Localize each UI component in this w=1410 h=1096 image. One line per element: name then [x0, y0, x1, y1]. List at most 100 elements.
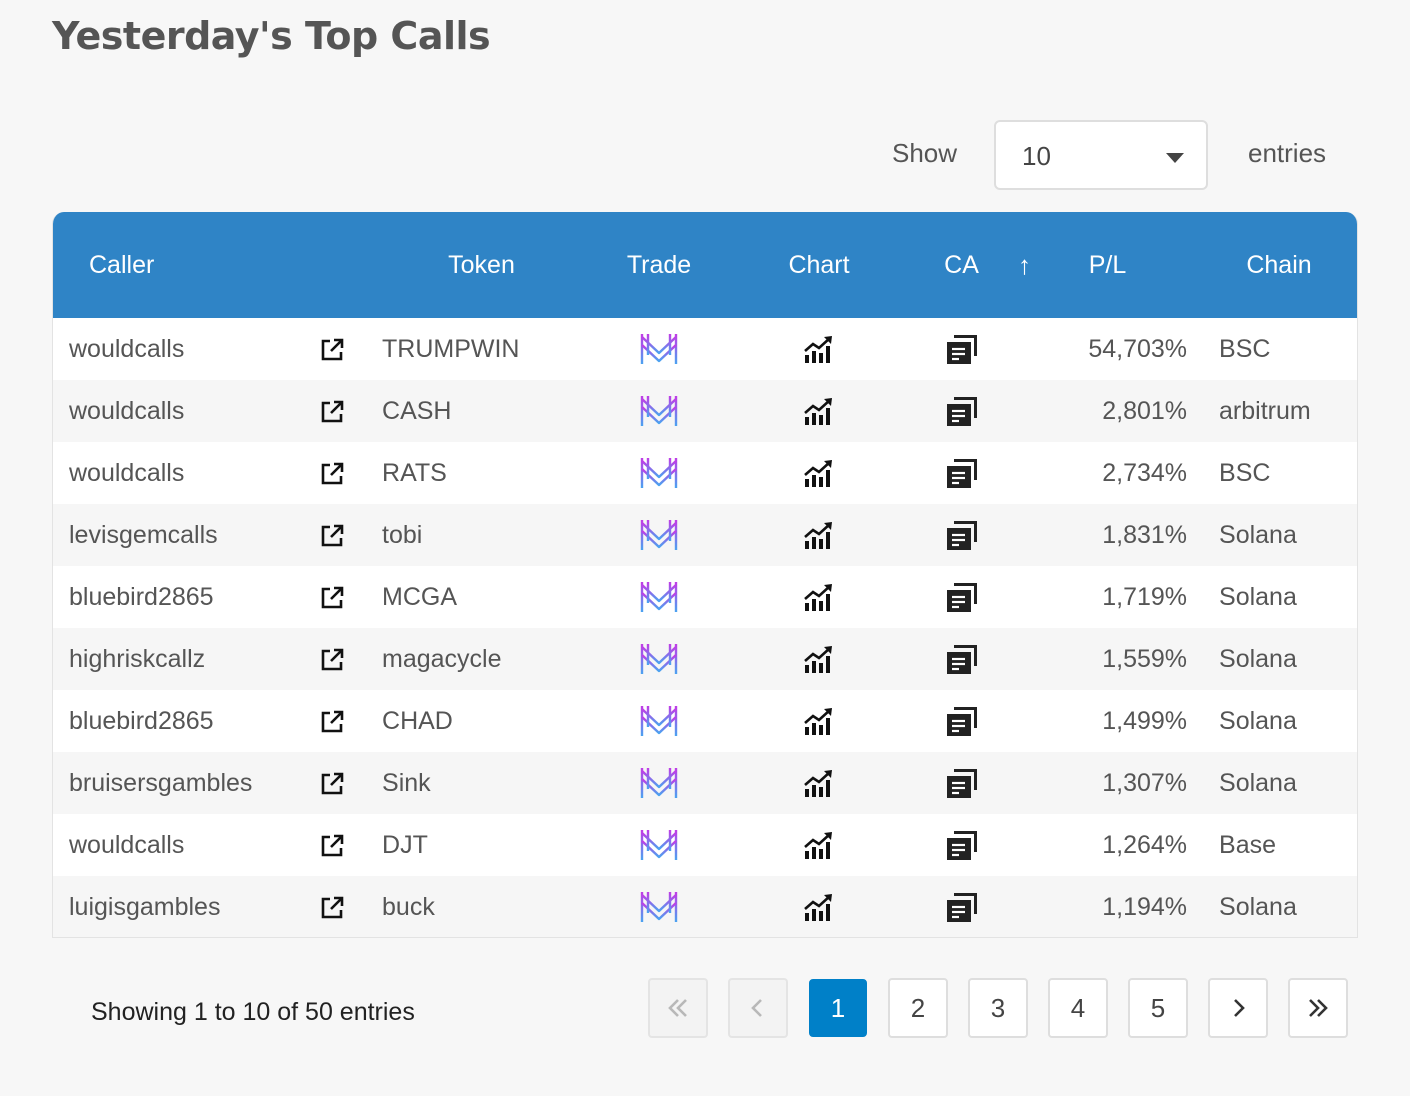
copy-icon[interactable]: [945, 333, 979, 365]
copy-icon[interactable]: [945, 519, 979, 551]
page-button-1[interactable]: 1: [809, 979, 867, 1037]
column-header-trade[interactable]: Trade: [626, 250, 692, 279]
caller-link-cell: [290, 380, 374, 442]
chart-cell: [729, 752, 909, 814]
chevron-double-left-icon: [668, 999, 687, 1017]
copy-icon[interactable]: [945, 581, 979, 613]
ca-cell: [909, 504, 1014, 566]
external-link-icon[interactable]: [318, 584, 346, 612]
trade-logo-icon[interactable]: [639, 827, 679, 863]
chart-growth-icon[interactable]: [803, 706, 835, 736]
external-link-icon[interactable]: [318, 522, 346, 550]
chart-growth-icon[interactable]: [803, 334, 835, 364]
trade-logo-icon[interactable]: [639, 455, 679, 491]
caller-cell[interactable]: wouldcalls: [69, 830, 185, 859]
external-link-icon[interactable]: [318, 460, 346, 488]
copy-icon[interactable]: [945, 767, 979, 799]
external-link-icon[interactable]: [318, 770, 346, 798]
chart-growth-icon[interactable]: [803, 892, 835, 922]
column-header-caller[interactable]: Caller: [89, 250, 155, 279]
trade-logo-icon[interactable]: [639, 703, 679, 739]
chart-growth-icon[interactable]: [803, 644, 835, 674]
external-link-icon[interactable]: [318, 646, 346, 674]
entries-per-page-select[interactable]: 10: [994, 120, 1208, 190]
chevron-left-icon: [751, 999, 762, 1017]
external-link-icon[interactable]: [318, 894, 346, 922]
chart-growth-icon[interactable]: [803, 830, 835, 860]
trade-logo-icon[interactable]: [639, 579, 679, 615]
caller-cell[interactable]: bluebird2865: [69, 582, 214, 611]
chart-growth-icon[interactable]: [803, 458, 835, 488]
caller-link-cell: [290, 566, 374, 628]
column-header-ca[interactable]: CA: [944, 250, 979, 279]
previous-page-button[interactable]: [728, 978, 788, 1038]
trade-cell: [589, 566, 729, 628]
page-button-4[interactable]: 4: [1048, 978, 1108, 1038]
chevron-right-icon: [1234, 999, 1245, 1017]
external-link-icon[interactable]: [318, 708, 346, 736]
column-header-chain[interactable]: Chain: [1246, 250, 1312, 279]
chart-growth-icon[interactable]: [803, 396, 835, 426]
caller-link-cell: [290, 442, 374, 504]
caller-cell[interactable]: wouldcalls: [69, 458, 185, 487]
chart-growth-icon[interactable]: [803, 582, 835, 612]
last-page-button[interactable]: [1288, 978, 1348, 1038]
table-row: bluebird2865 MCGA 1,719% Solana: [53, 566, 1357, 628]
column-header-chart[interactable]: Chart: [788, 250, 850, 279]
caller-cell[interactable]: wouldcalls: [69, 396, 185, 425]
caller-cell[interactable]: bruisersgambles: [69, 768, 253, 797]
trade-cell: [589, 876, 729, 937]
trade-logo-icon[interactable]: [639, 393, 679, 429]
chain-cell: Solana: [1219, 706, 1297, 735]
pl-cell: 1,719%: [1102, 582, 1188, 611]
chain-cell: Solana: [1219, 582, 1297, 611]
page-button-2[interactable]: 2: [888, 978, 948, 1038]
column-header-token[interactable]: Token: [448, 250, 515, 279]
caller-cell[interactable]: wouldcalls: [69, 334, 185, 363]
trade-logo-icon[interactable]: [639, 765, 679, 801]
ca-cell: [909, 318, 1014, 380]
chart-growth-icon[interactable]: [803, 768, 835, 798]
caller-cell[interactable]: levisgemcalls: [69, 520, 218, 549]
caller-cell[interactable]: highriskcallz: [69, 644, 206, 673]
external-link-icon[interactable]: [318, 336, 346, 364]
chart-cell: [729, 876, 909, 937]
trade-logo-icon[interactable]: [639, 641, 679, 677]
caller-cell[interactable]: luigisgambles: [69, 892, 221, 921]
token-cell: DJT: [382, 830, 428, 859]
chart-growth-icon[interactable]: [803, 520, 835, 550]
copy-icon[interactable]: [945, 643, 979, 675]
chain-cell: Base: [1219, 830, 1276, 859]
caller-link-cell: [290, 752, 374, 814]
external-link-icon[interactable]: [318, 398, 346, 426]
page-button-5[interactable]: 5: [1128, 978, 1188, 1038]
trade-logo-icon[interactable]: [639, 331, 679, 367]
token-cell: CHAD: [382, 706, 453, 735]
page-title: Yesterday's Top Calls: [52, 14, 491, 58]
chain-cell: BSC: [1219, 334, 1271, 363]
first-page-button[interactable]: [648, 978, 708, 1038]
token-cell: buck: [382, 892, 435, 921]
copy-icon[interactable]: [945, 891, 979, 923]
trade-logo-icon[interactable]: [639, 889, 679, 925]
copy-icon[interactable]: [945, 395, 979, 427]
copy-icon[interactable]: [945, 705, 979, 737]
token-cell: magacycle: [382, 644, 502, 673]
trade-cell: [589, 814, 729, 876]
chain-cell: Solana: [1219, 520, 1297, 549]
column-header-pl[interactable]: ↑ P/L: [1014, 212, 1201, 318]
table-row: wouldcalls CASH 2,801% arbitrum: [53, 380, 1357, 442]
copy-icon[interactable]: [945, 457, 979, 489]
next-page-button[interactable]: [1208, 978, 1268, 1038]
external-link-icon[interactable]: [318, 832, 346, 860]
token-cell: RATS: [382, 458, 447, 487]
page-button-3[interactable]: 3: [968, 978, 1028, 1038]
table-row: levisgemcalls tobi 1,831% Solana: [53, 504, 1357, 566]
caller-cell[interactable]: bluebird2865: [69, 706, 214, 735]
pl-cell: 54,703%: [1088, 334, 1188, 363]
table-info: Showing 1 to 10 of 50 entries: [91, 998, 415, 1026]
copy-icon[interactable]: [945, 829, 979, 861]
trade-logo-icon[interactable]: [639, 517, 679, 553]
pl-cell: 2,801%: [1102, 396, 1188, 425]
token-cell: CASH: [382, 396, 452, 425]
